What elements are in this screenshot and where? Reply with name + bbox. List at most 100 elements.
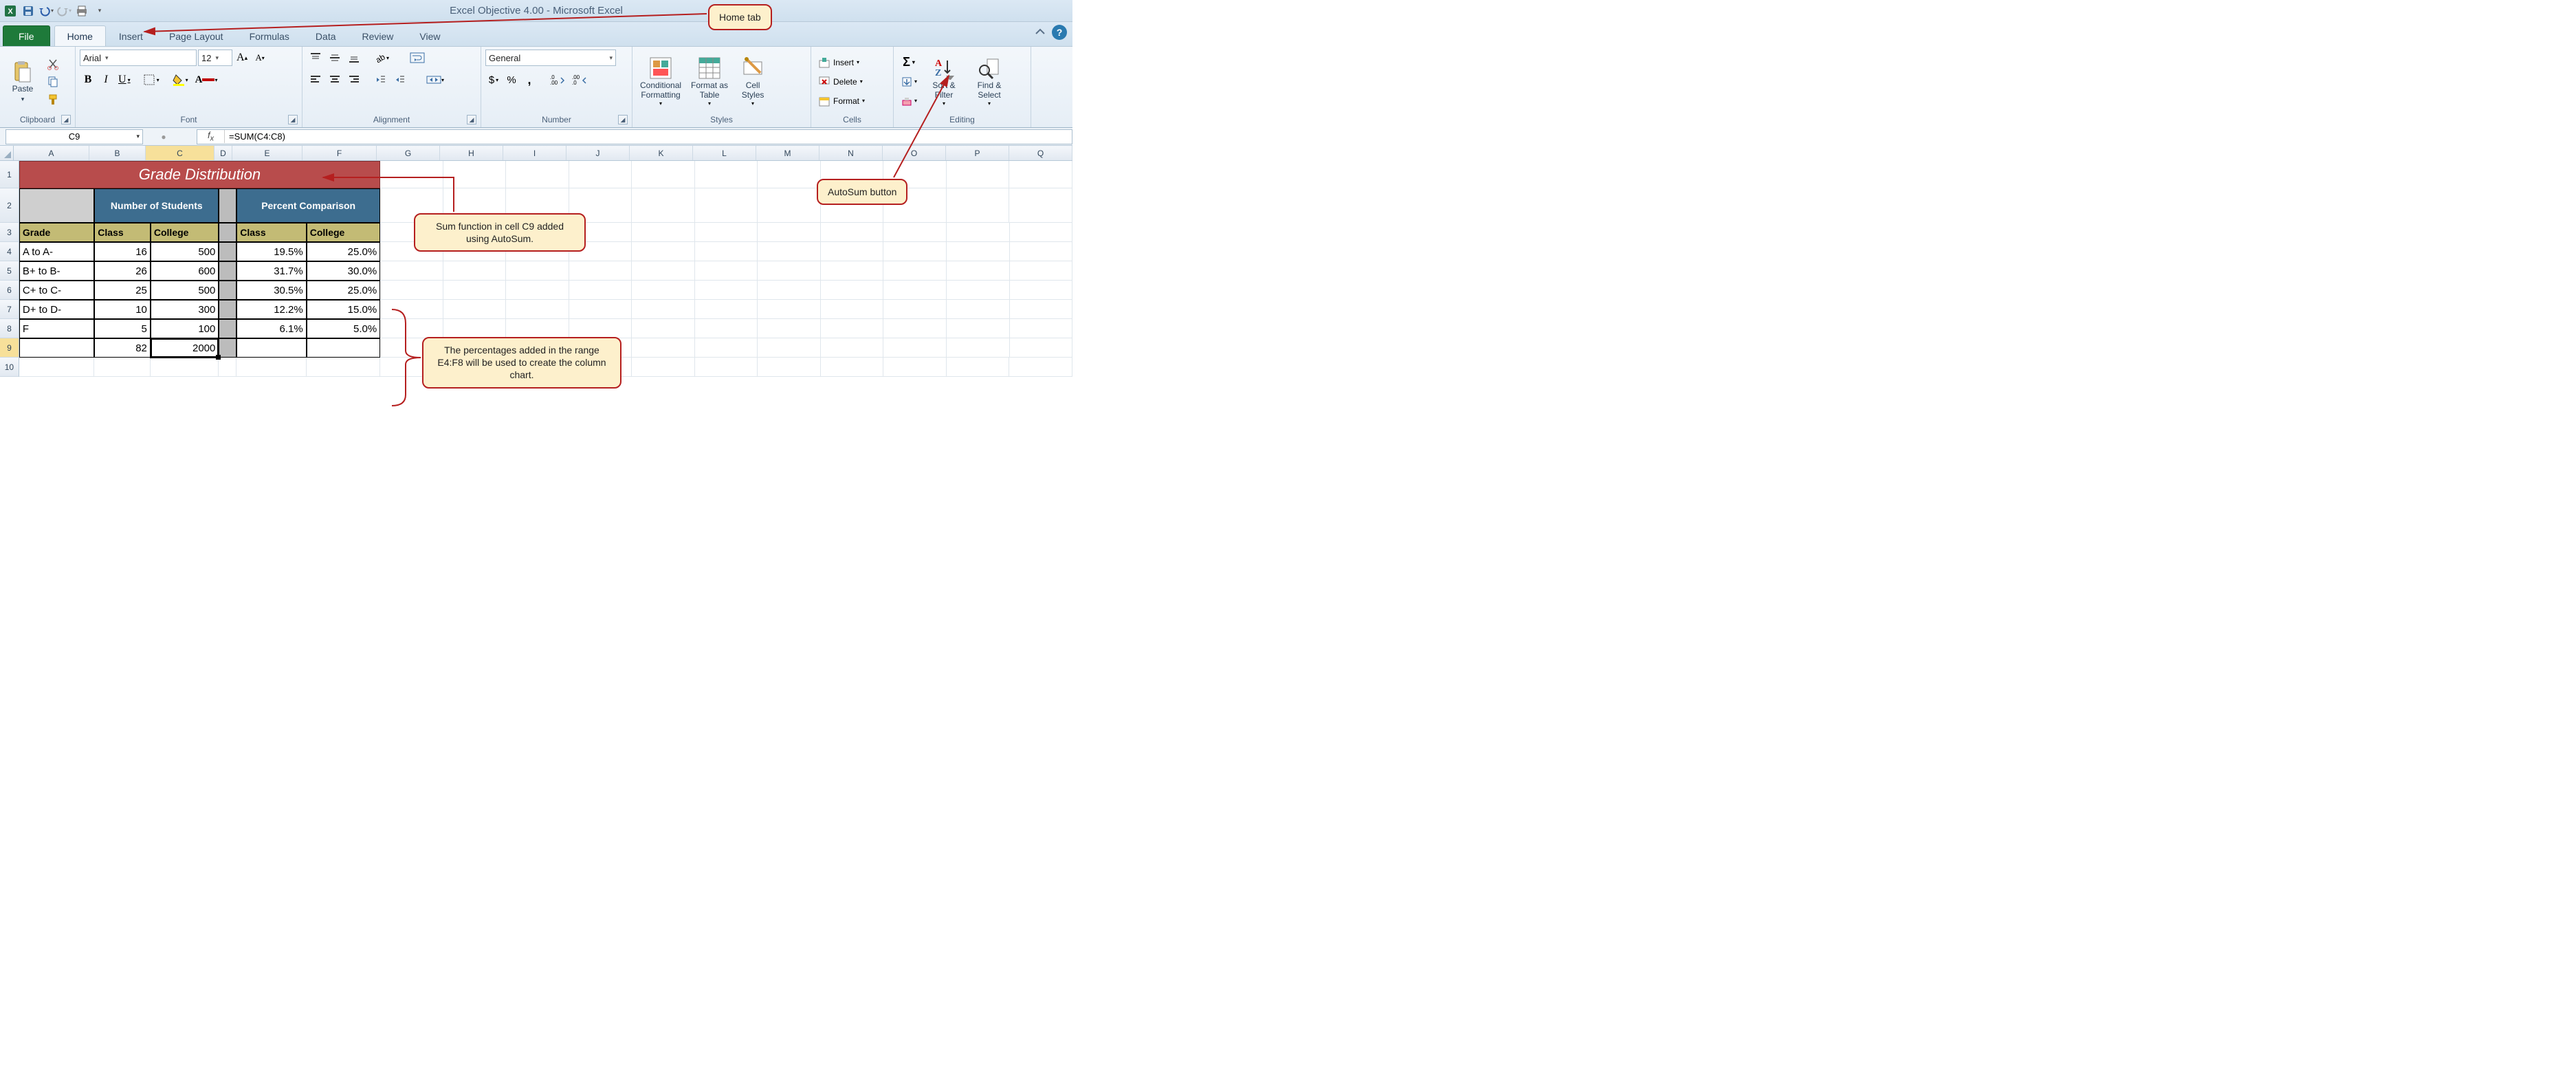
cut-icon[interactable] [44, 56, 62, 72]
cell-O5[interactable] [883, 261, 947, 281]
cell-A2[interactable] [19, 188, 94, 223]
cell-A10[interactable] [19, 358, 94, 377]
cell-I8[interactable] [506, 319, 569, 338]
bold-button[interactable]: B [80, 72, 96, 88]
clear-button[interactable]: ▾ [898, 93, 920, 109]
clipboard-dialog-launcher[interactable]: ◢ [61, 115, 71, 124]
cell-F7[interactable]: 15.0% [307, 300, 380, 319]
select-all-corner[interactable] [0, 146, 14, 160]
row-header-3[interactable]: 3 [0, 223, 19, 242]
tab-review[interactable]: Review [349, 25, 407, 46]
tab-data[interactable]: Data [302, 25, 349, 46]
cell-E8[interactable]: 6.1% [236, 319, 306, 338]
font-dialog-launcher[interactable]: ◢ [288, 115, 298, 124]
cell-A8[interactable]: F [19, 319, 94, 338]
cell-M7[interactable] [758, 300, 821, 319]
row-header-5[interactable]: 5 [0, 261, 19, 281]
cell-J8[interactable] [569, 319, 632, 338]
cell-F6[interactable]: 25.0% [307, 281, 380, 300]
cell-I1[interactable] [506, 161, 569, 188]
cell-G8[interactable] [380, 319, 443, 338]
cell-O6[interactable] [883, 281, 947, 300]
cell-L10[interactable] [695, 358, 758, 377]
font-size-combo[interactable]: 12▾ [198, 50, 232, 66]
cell-K4[interactable] [632, 242, 695, 261]
paste-button[interactable]: Paste▾ [4, 52, 41, 111]
cell-C10[interactable] [151, 358, 219, 377]
cell-P9[interactable] [947, 338, 1010, 358]
align-right-icon[interactable] [345, 72, 363, 88]
cell-D8[interactable] [219, 319, 236, 338]
cell-B4[interactable]: 16 [94, 242, 151, 261]
cell-Q5[interactable] [1010, 261, 1073, 281]
cell-B3[interactable]: Class [94, 223, 151, 242]
tab-insert[interactable]: Insert [106, 25, 156, 46]
percent-format-icon[interactable]: % [503, 72, 520, 88]
accounting-format-icon[interactable]: $▾ [485, 72, 502, 88]
cell-A9[interactable] [19, 338, 94, 358]
cell-N7[interactable] [821, 300, 884, 319]
cell-F3[interactable]: College [307, 223, 380, 242]
excel-icon[interactable]: X [3, 3, 18, 19]
customize-qat-icon[interactable]: ▾ [92, 3, 107, 19]
cell-P6[interactable] [947, 281, 1010, 300]
cell-G7[interactable] [380, 300, 443, 319]
save-icon[interactable] [21, 3, 36, 19]
cell-P4[interactable] [947, 242, 1010, 261]
orientation-icon[interactable]: ab▾ [371, 50, 392, 66]
cell-E5[interactable]: 31.7% [236, 261, 306, 281]
cell-F5[interactable]: 30.0% [307, 261, 380, 281]
cell-E9[interactable] [236, 338, 306, 358]
cell-P2[interactable] [947, 188, 1010, 223]
number-format-combo[interactable]: General▾ [485, 50, 616, 66]
cell-K9[interactable] [632, 338, 695, 358]
cell-Q1[interactable] [1009, 161, 1072, 188]
cell-G5[interactable] [380, 261, 443, 281]
cell-M10[interactable] [758, 358, 821, 377]
cell-O7[interactable] [883, 300, 947, 319]
cell-C5[interactable]: 600 [151, 261, 219, 281]
font-name-combo[interactable]: Arial▾ [80, 50, 197, 66]
fill-color-button[interactable]: ▾ [169, 72, 191, 88]
column-header-P[interactable]: P [946, 146, 1009, 160]
tab-page-layout[interactable]: Page Layout [156, 25, 236, 46]
cell-C3[interactable]: College [151, 223, 219, 242]
align-top-icon[interactable] [307, 50, 324, 66]
cell-P3[interactable] [947, 223, 1010, 242]
cell-J5[interactable] [569, 261, 632, 281]
number-dialog-launcher[interactable]: ◢ [618, 115, 628, 124]
align-center-icon[interactable] [326, 72, 344, 88]
cell-F4[interactable]: 25.0% [307, 242, 380, 261]
cell-N3[interactable] [821, 223, 884, 242]
redo-icon[interactable]: ▾ [56, 3, 71, 19]
cell-C9[interactable]: 2000 [151, 338, 219, 358]
cell-N9[interactable] [821, 338, 884, 358]
cell-P8[interactable] [947, 319, 1010, 338]
row-header-7[interactable]: 7 [0, 300, 19, 319]
cell-L1[interactable] [695, 161, 758, 188]
cell-P5[interactable] [947, 261, 1010, 281]
cell-C6[interactable]: 500 [151, 281, 219, 300]
tab-view[interactable]: View [406, 25, 453, 46]
cell-G1[interactable] [380, 161, 443, 188]
cell-K5[interactable] [632, 261, 695, 281]
find-select-button[interactable]: Find & Select ▾ [968, 52, 1011, 111]
file-tab[interactable]: File [3, 25, 50, 46]
row-header-10[interactable]: 10 [0, 358, 19, 377]
cell-K8[interactable] [632, 319, 695, 338]
cell-B9[interactable]: 82 [94, 338, 151, 358]
cell-A7[interactable]: D+ to D- [19, 300, 94, 319]
cell-N8[interactable] [821, 319, 884, 338]
fill-button[interactable]: ▾ [898, 74, 920, 90]
quick-print-icon[interactable] [74, 3, 89, 19]
cell-Q4[interactable] [1010, 242, 1073, 261]
cell-O4[interactable] [883, 242, 947, 261]
comma-format-icon[interactable]: , [521, 72, 538, 88]
cell-K10[interactable] [632, 358, 695, 377]
grow-font-icon[interactable]: A▴ [234, 50, 250, 66]
column-header-Q[interactable]: Q [1009, 146, 1072, 160]
cell-M8[interactable] [758, 319, 821, 338]
cell-P10[interactable] [947, 358, 1010, 377]
font-color-button[interactable]: A▾ [192, 72, 221, 88]
borders-button[interactable]: ▾ [140, 72, 162, 88]
